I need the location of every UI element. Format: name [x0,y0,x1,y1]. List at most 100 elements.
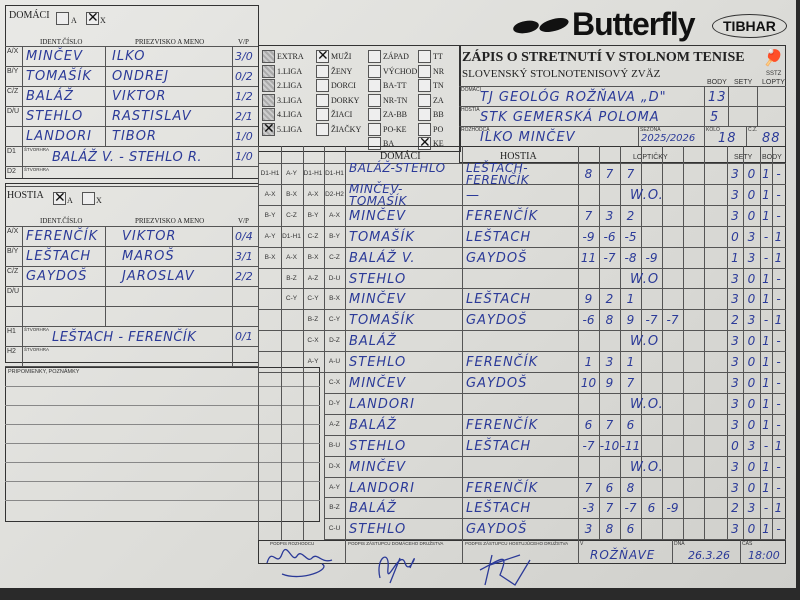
sets-won[interactable]: 0 [747,480,756,495]
set-score[interactable]: -9 [666,501,679,516]
set-score[interactable]: -10 [599,438,620,453]
match-point[interactable]: 1 [762,208,770,223]
player-surname[interactable]: LANDORI [26,129,92,144]
set-score[interactable]: 3 [584,522,593,537]
match-point[interactable]: 1 [762,167,770,181]
match-home-player[interactable]: BALÁŽ [349,501,397,517]
category-checkbox-dorky[interactable] [316,93,329,107]
player-surname[interactable]: TOMAŠÍK [26,69,92,84]
sets-won[interactable]: 3 [731,167,739,181]
sets-won[interactable]: 3 [747,313,756,328]
set-score[interactable]: 6 [605,480,614,495]
player-surname[interactable]: MINČEV [26,49,83,64]
match-point[interactable]: 1 [774,229,783,244]
set-score[interactable]: 3 [605,208,614,223]
sets-won[interactable]: 3 [731,334,739,349]
guest-option-a-checkbox[interactable] [53,190,66,206]
match-point[interactable]: - [763,438,769,453]
set-score[interactable]: -6 [603,229,616,244]
sets-won[interactable]: 3 [747,438,756,453]
player-first-name[interactable]: JAROSLAV [122,269,195,284]
category-checkbox-extra[interactable] [262,50,275,63]
player-surname[interactable]: LEŠTACH [26,249,92,264]
player-win-loss[interactable]: 1/0 [235,130,253,143]
sets-won[interactable]: 3 [731,271,739,286]
category-checkbox-3liga[interactable] [262,93,275,107]
doubles-1-pair[interactable]: BALÁŽ V. - STEHLO R. [52,150,203,165]
sets-won[interactable]: 3 [747,250,756,265]
set-score[interactable]: 7 [584,480,593,495]
set-score[interactable]: -9 [645,250,658,265]
set-score[interactable]: 8 [626,480,635,495]
match-point[interactable]: - [776,334,781,349]
category-checkbox-tn[interactable] [418,79,431,92]
match-point[interactable]: 1 [762,271,770,286]
category-checkbox-vchod[interactable] [368,64,381,78]
player-first-name[interactable]: TIBOR [112,129,157,144]
match-point[interactable]: 1 [762,396,770,411]
sets-won[interactable]: 0 [731,438,739,453]
set-score[interactable]: 7 [584,208,593,223]
set-score[interactable]: -7 [624,501,637,516]
match-point[interactable]: 1 [762,355,770,370]
player-first-name[interactable]: VIKTOR [112,89,167,104]
match-guest-player[interactable]: LEŠTACH [466,438,532,454]
player-win-loss[interactable]: 3/1 [235,250,253,263]
set-score[interactable]: -6 [582,313,595,328]
category-checkbox-po[interactable] [418,122,431,136]
sets-won[interactable]: 3 [731,208,739,223]
sets-won[interactable]: 3 [731,459,739,474]
match-point[interactable]: - [776,292,781,307]
set-score[interactable]: -7 [666,313,679,328]
sets-won[interactable]: 3 [731,522,739,537]
match-guest-player[interactable]: GAYDOŠ [466,250,528,266]
match-point[interactable]: - [763,313,769,328]
player-surname[interactable]: FERENČÍK [26,229,99,244]
category-checkbox-nrtn[interactable] [368,93,381,107]
match-point[interactable]: - [776,459,781,474]
match-point[interactable]: - [776,187,781,202]
player-first-name[interactable]: ILKO [112,49,146,64]
category-checkbox-5liga[interactable] [262,121,275,137]
set-score[interactable]: -9 [582,229,595,244]
match-home-player[interactable]: BALÁŽ [349,417,397,433]
player-surname[interactable]: STEHLO [26,109,84,124]
match-point[interactable]: 1 [762,480,770,495]
category-checkbox-4liga[interactable] [262,108,275,121]
set-score[interactable]: 7 [626,376,635,390]
sets-won[interactable]: 0 [731,229,739,244]
sets-won[interactable]: 0 [747,376,756,390]
sets-won[interactable]: 0 [747,522,756,537]
category-checkbox-nr[interactable] [418,64,431,78]
match-home-player[interactable]: STEHLO [349,271,407,287]
player-first-name[interactable]: ONDREJ [112,69,170,84]
set-score[interactable]: 6 [626,417,635,432]
set-score[interactable]: 6 [584,417,593,432]
walkover-mark[interactable]: W.O. [630,459,664,475]
match-home-player[interactable]: MINČEV [349,208,406,224]
match-guest-player[interactable]: LEŠTACH-FERENČÍK [466,161,530,187]
sets-won[interactable]: 0 [747,187,756,202]
match-home-player[interactable]: LANDORI [349,396,415,412]
set-score[interactable]: 3 [605,355,614,370]
sets-won[interactable]: 0 [747,459,756,474]
sets-won[interactable]: 0 [747,396,756,411]
match-home-player[interactable]: TOMAŠÍK [349,313,415,329]
sets-won[interactable]: 3 [731,417,739,432]
match-point[interactable]: - [776,376,781,390]
sets-won[interactable]: 0 [747,417,756,432]
home-option-a-checkbox[interactable] [56,12,69,25]
category-checkbox-za[interactable] [418,93,431,107]
match-home-player[interactable]: TOMAŠÍK [349,229,415,245]
category-checkbox-iaci[interactable] [316,108,329,121]
set-score[interactable]: 2 [626,208,635,223]
home-option-x-checkbox[interactable] [86,10,99,26]
match-home-player[interactable]: BALÁŽ-STEHLO [349,161,446,175]
sets-won[interactable]: 3 [731,480,739,495]
sets-won[interactable]: 3 [731,396,739,411]
match-guest-player[interactable]: GAYDOŠ [466,376,528,391]
set-score[interactable]: 8 [605,522,614,537]
set-score[interactable]: 6 [647,501,656,516]
doubles-1-win-loss[interactable]: 1/0 [235,150,253,163]
match-point[interactable]: - [776,396,781,411]
